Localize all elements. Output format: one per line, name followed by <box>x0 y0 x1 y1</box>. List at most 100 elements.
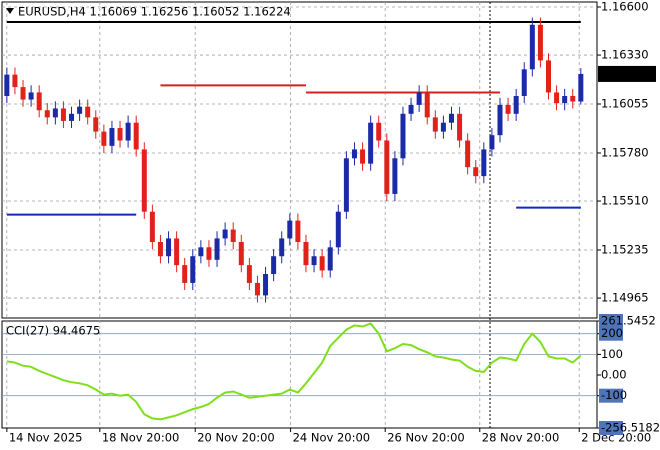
x-tick-label: 24 Nov 20:00 <box>293 431 371 445</box>
cci-line <box>6 322 582 421</box>
y-tick-label: 1.15510 <box>601 194 649 208</box>
y-tick-label: 1.15235 <box>601 242 649 256</box>
candle-body <box>513 95 519 114</box>
x-tick-label: 14 Nov 2025 <box>9 431 83 445</box>
candle-body <box>465 140 471 168</box>
candle-body <box>303 241 309 266</box>
candle-body <box>562 95 568 104</box>
candle-body <box>279 238 285 257</box>
candle-body <box>133 122 139 150</box>
y-tick-label: 0.00 <box>601 368 627 382</box>
candle-body <box>125 122 131 141</box>
candle-body <box>392 158 398 194</box>
candle-body <box>12 74 18 88</box>
title-icon <box>6 8 14 14</box>
x-tick-label: 18 Nov 20:00 <box>102 431 180 445</box>
candle-body <box>246 265 252 283</box>
cci-title: CCI(27) 94.4675 <box>6 324 100 338</box>
candle-body <box>85 106 91 118</box>
candle-body <box>578 73 584 102</box>
candle-body <box>287 220 293 239</box>
x-tick-label: 2 Dec 20:00 <box>581 431 651 445</box>
candle-body <box>141 149 147 212</box>
y-tick-box <box>599 421 623 435</box>
y-tick-box <box>599 388 623 403</box>
current-price-label: 1.16224 <box>601 66 649 80</box>
candle-body <box>360 149 366 164</box>
candle-body <box>69 113 75 121</box>
candle-body <box>481 149 487 177</box>
y-tick-label: 261.5452 <box>601 314 656 328</box>
candle-body <box>190 256 196 283</box>
cci-panel <box>1 320 598 429</box>
y-tick-label: 1.16330 <box>601 48 649 62</box>
x-tick-label: 26 Nov 20:00 <box>387 431 465 445</box>
candle-body <box>206 247 212 260</box>
marks <box>2 17 597 421</box>
candle-body <box>570 95 576 102</box>
chart-title: EURUSD,H4 1.16069 1.16256 1.16052 1.1622… <box>18 5 291 19</box>
candle-body <box>319 256 325 271</box>
candle-body <box>489 135 495 150</box>
y-tick-label: -100 <box>601 388 627 402</box>
candle-body <box>157 241 163 257</box>
candle-body <box>351 149 357 159</box>
candle-body <box>117 128 123 141</box>
candle-body <box>198 247 204 257</box>
candle-body <box>222 229 228 239</box>
candle-body <box>400 113 406 159</box>
candle-body <box>182 265 188 283</box>
candle-body <box>432 117 438 132</box>
candle-body <box>384 140 390 194</box>
candle-body <box>4 74 10 96</box>
candle-body <box>271 256 277 275</box>
candle-body <box>60 108 66 121</box>
candle-body <box>44 110 50 118</box>
candle-body <box>424 92 430 118</box>
candle-body <box>295 220 301 242</box>
candle-body <box>545 60 551 93</box>
candle-body <box>166 238 172 257</box>
y-tick-label: 200 <box>601 326 623 340</box>
candle-body <box>457 113 463 141</box>
candle-body <box>505 104 511 114</box>
current-price-box <box>598 65 656 82</box>
candle-body <box>537 24 543 61</box>
candle-body <box>174 238 180 266</box>
candle-body <box>230 229 236 242</box>
candle-body <box>327 247 333 271</box>
candle-body <box>263 274 269 296</box>
x-tick-label: 28 Nov 20:00 <box>482 431 560 445</box>
candle-body <box>238 241 244 266</box>
candle-body <box>408 104 414 114</box>
y-tick-label: 1.15780 <box>601 145 649 159</box>
candle-body <box>368 122 374 164</box>
candle-body <box>416 92 422 105</box>
x-tick-label: 20 Nov 20:00 <box>197 431 275 445</box>
candle-body <box>109 128 115 146</box>
candle-body <box>20 87 26 100</box>
candle-body <box>36 92 42 111</box>
candle-body <box>101 131 107 146</box>
candle-body <box>497 104 503 136</box>
candle-body <box>77 106 83 114</box>
y-tick-label: 100 <box>601 347 623 361</box>
candle-body <box>335 211 341 248</box>
candle-body <box>521 69 527 96</box>
candle-body <box>254 282 260 296</box>
y-tick-box <box>599 314 623 328</box>
y-tick-label: 1.14965 <box>601 291 649 305</box>
candle-body <box>93 117 99 132</box>
y-tick-box <box>599 326 623 341</box>
candle-body <box>473 167 479 177</box>
candle-body <box>52 108 58 118</box>
y-tick-label: 1.16055 <box>601 97 649 111</box>
y-tick-label: -256.5182 <box>601 421 660 435</box>
candle-body <box>440 122 446 132</box>
candle-body <box>448 113 454 123</box>
candle-body <box>149 211 155 242</box>
candle-body <box>343 158 349 212</box>
